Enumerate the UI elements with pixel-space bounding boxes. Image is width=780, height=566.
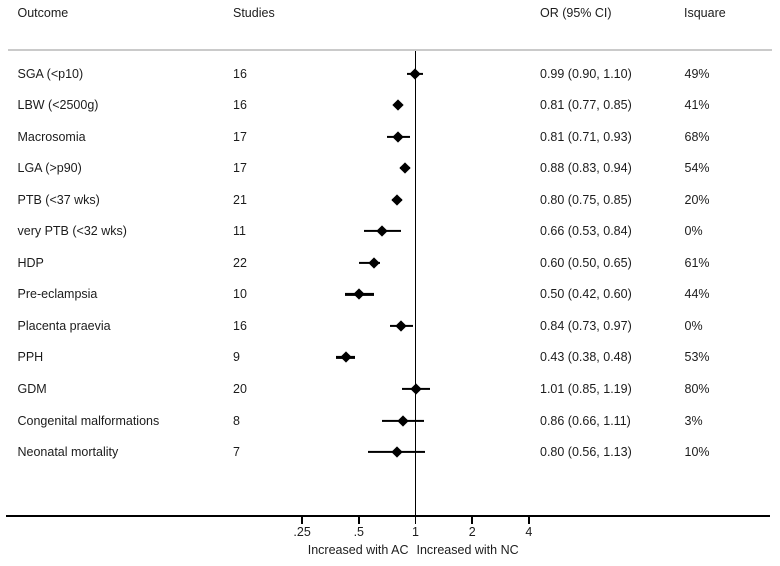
column-header-outcome: Outcome bbox=[17, 6, 69, 20]
studies-count: 7 bbox=[233, 445, 240, 460]
column-header-studies: Studies bbox=[233, 6, 275, 20]
or-ci-value: 0.84 (0.73, 0.97) bbox=[540, 318, 632, 333]
isquare-value: 68% bbox=[684, 129, 710, 144]
studies-count: 16 bbox=[233, 98, 247, 113]
or-point-marker bbox=[353, 288, 365, 301]
x-axis-tick bbox=[414, 517, 417, 524]
studies-count: 8 bbox=[233, 413, 240, 428]
or-ci-value: 0.80 (0.56, 1.13) bbox=[540, 445, 632, 460]
outcome-label: SGA (<p10) bbox=[17, 66, 84, 81]
x-axis-tick-label: .5 bbox=[353, 525, 365, 539]
isquare-value: 61% bbox=[684, 255, 710, 270]
or-ci-value: 0.86 (0.66, 1.11) bbox=[540, 413, 631, 428]
or-point-marker bbox=[368, 257, 380, 269]
or-ci-value: 1.01 (0.85, 1.19) bbox=[540, 382, 632, 396]
or-ci-value: 0.50 (0.42, 0.60) bbox=[540, 287, 632, 302]
studies-count: 9 bbox=[233, 350, 240, 365]
outcome-label: Placenta praevia bbox=[17, 318, 111, 333]
or-point-marker bbox=[410, 383, 422, 395]
column-header-isquare: Isquare bbox=[684, 6, 726, 20]
isquare-value: 3% bbox=[684, 413, 703, 428]
or-point-marker bbox=[397, 414, 409, 427]
isquare-value: 41% bbox=[684, 98, 710, 113]
outcome-label: Congenital malformations bbox=[17, 413, 160, 428]
x-axis-tick bbox=[358, 517, 360, 524]
isquare-value: 10% bbox=[684, 445, 710, 460]
outcome-label: LGA (>p90) bbox=[17, 161, 82, 176]
isquare-value: 0% bbox=[684, 318, 703, 333]
or-ci-value: 0.81 (0.77, 0.85) bbox=[540, 98, 632, 113]
or-point-marker bbox=[391, 446, 403, 458]
or-ci-value: 0.81 (0.71, 0.93) bbox=[540, 129, 632, 144]
outcome-label: Macrosomia bbox=[17, 129, 86, 144]
x-axis-label-increased-with-nc: Increased with NC bbox=[416, 543, 519, 557]
isquare-value: 44% bbox=[684, 287, 710, 302]
x-axis-tick bbox=[528, 517, 530, 524]
isquare-value: 53% bbox=[684, 350, 710, 365]
or-ci-value: 0.99 (0.90, 1.10) bbox=[540, 66, 632, 81]
studies-count: 21 bbox=[233, 192, 247, 207]
or-point-marker bbox=[399, 162, 411, 174]
outcome-label: PTB (<37 wks) bbox=[17, 192, 100, 207]
or-ci-value: 0.43 (0.38, 0.48) bbox=[540, 350, 632, 365]
x-axis-tick-label: 2 bbox=[468, 525, 476, 539]
isquare-value: 80% bbox=[684, 382, 710, 396]
studies-count: 10 bbox=[233, 287, 247, 302]
x-axis-label-increased-with-ac: Increased with AC bbox=[307, 543, 409, 557]
studies-count: 16 bbox=[233, 66, 247, 81]
or-ci-value: 0.60 (0.50, 0.65) bbox=[540, 255, 632, 270]
header-separator-line bbox=[8, 49, 772, 51]
or-point-marker bbox=[340, 351, 353, 364]
outcome-label: LBW (<2500g) bbox=[17, 98, 99, 113]
isquare-value: 54% bbox=[684, 161, 710, 176]
or-point-marker bbox=[391, 194, 403, 206]
studies-count: 16 bbox=[233, 318, 247, 333]
column-header-or-ci: OR (95% CI) bbox=[540, 6, 612, 20]
studies-count: 17 bbox=[233, 129, 247, 144]
studies-count: 22 bbox=[233, 255, 247, 270]
or-point-marker bbox=[395, 320, 407, 332]
outcome-label: Pre-eclampsia bbox=[17, 287, 98, 302]
isquare-value: 49% bbox=[684, 66, 710, 81]
or-ci-value: 0.66 (0.53, 0.84) bbox=[540, 224, 632, 239]
outcome-label: HDP bbox=[17, 255, 44, 270]
x-axis-tick bbox=[301, 517, 303, 524]
isquare-value: 20% bbox=[684, 192, 710, 207]
isquare-value: 0% bbox=[684, 224, 703, 239]
x-axis-tick-label: 1 bbox=[412, 525, 419, 539]
studies-count: 11 bbox=[233, 224, 246, 239]
x-axis-tick bbox=[471, 517, 473, 524]
x-axis-line bbox=[6, 515, 770, 517]
or-point-marker bbox=[375, 225, 388, 237]
reference-line-or-1 bbox=[414, 50, 417, 524]
or-ci-value: 0.80 (0.75, 0.85) bbox=[540, 192, 632, 207]
outcome-label: GDM bbox=[17, 382, 47, 396]
studies-count: 17 bbox=[233, 161, 247, 176]
studies-count: 20 bbox=[233, 382, 247, 396]
or-point-marker bbox=[409, 67, 421, 80]
x-axis-tick-label: 4 bbox=[525, 525, 533, 539]
or-point-marker bbox=[392, 99, 404, 111]
or-point-marker bbox=[392, 130, 404, 143]
outcome-label: Neonatal mortality bbox=[17, 445, 119, 460]
outcome-label: very PTB (<32 wks) bbox=[17, 224, 127, 239]
outcome-label: PPH bbox=[17, 350, 44, 365]
x-axis-tick-label: .25 bbox=[293, 525, 311, 539]
or-ci-value: 0.88 (0.83, 0.94) bbox=[540, 161, 632, 176]
